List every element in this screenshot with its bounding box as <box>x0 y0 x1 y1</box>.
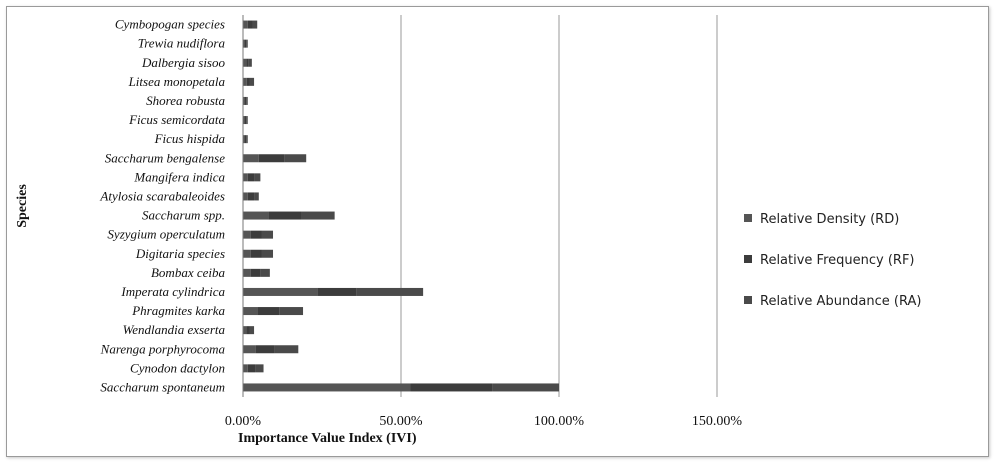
x-tick-label: 50.00% <box>379 414 423 429</box>
bar-segment <box>243 326 247 335</box>
bar-segment <box>254 192 259 201</box>
category-label: Cynodon dactylon <box>130 360 225 375</box>
bar-segment <box>255 364 264 373</box>
bar-segment <box>243 154 259 163</box>
category-label: Phragmites karka <box>131 303 225 318</box>
bar-segment <box>243 20 248 29</box>
category-label: Saccharum spp. <box>142 208 225 223</box>
bar-segment <box>243 287 318 296</box>
bar-segment <box>246 326 250 335</box>
bar-segment <box>249 77 255 86</box>
legend-label: Relative Density (RD) <box>760 212 899 227</box>
bar-segment <box>250 249 262 258</box>
bar-segment <box>301 211 335 220</box>
x-tick-labels: 0.00% 50.00% 100.00% 150.00% <box>225 414 743 429</box>
bar-segment <box>243 364 248 373</box>
category-label: Digitaria species <box>135 246 225 261</box>
category-label: Saccharum bengalense <box>105 150 225 165</box>
bar-segment <box>250 230 262 239</box>
bar-segment <box>247 173 255 182</box>
category-label: Syzygium operculatum <box>107 227 225 242</box>
bar-segment <box>257 307 280 316</box>
category-label: Cymbopogan species <box>115 17 225 32</box>
bar-segment <box>243 383 411 392</box>
bar-segment <box>244 135 247 144</box>
category-label: Litsea monopetala <box>128 74 226 89</box>
bar-segment <box>254 173 261 182</box>
bar-segment <box>248 58 252 67</box>
bar-segment <box>261 249 274 258</box>
bar-segment <box>243 345 256 354</box>
bar-segment <box>492 383 559 392</box>
bar-segment <box>244 96 247 105</box>
category-label: Shorea robusta <box>146 93 225 108</box>
bar-segment <box>247 20 253 29</box>
bar-segment <box>261 230 274 239</box>
category-label: Ficus semicordata <box>128 112 225 127</box>
bars <box>243 20 559 392</box>
bar-segment <box>317 287 357 296</box>
bar-segment <box>243 211 269 220</box>
category-label: Bombax ceiba <box>151 265 226 280</box>
bar-segment <box>243 249 251 258</box>
legend-swatch <box>744 255 752 263</box>
bar-segment <box>279 307 304 316</box>
category-label: Mangifera indica <box>133 169 225 184</box>
bar-segment <box>243 77 247 86</box>
bar-segment <box>246 116 248 125</box>
legend-swatch <box>744 296 752 304</box>
bar-segment <box>246 39 248 48</box>
bar-segment <box>410 383 493 392</box>
bar-segment <box>243 173 248 182</box>
bar-segment <box>246 58 249 67</box>
legend: Relative Density (RD) Relative Frequency … <box>744 212 921 309</box>
bar-segment <box>243 39 245 48</box>
bar-segment <box>243 230 251 239</box>
y-axis-title: Species <box>15 184 30 228</box>
category-label: Dalbergia sisoo <box>141 55 225 70</box>
gridlines <box>400 15 718 397</box>
x-tick-label: 0.00% <box>225 414 262 429</box>
category-labels: Cymbopogan species Trewia nudiflora Dalber… <box>99 17 225 395</box>
bar-segment <box>250 268 261 277</box>
bar-segment <box>244 39 247 48</box>
bar-segment <box>247 192 255 201</box>
bar-segment <box>243 116 245 125</box>
legend-label: Relative Abundance (RA) <box>760 294 921 309</box>
x-tick-label: 150.00% <box>692 414 743 429</box>
bar-segment <box>244 116 247 125</box>
category-label: Saccharum spontaneum <box>100 379 225 394</box>
chart-frame <box>6 6 989 457</box>
bar-segment <box>243 268 251 277</box>
bar-segment <box>356 287 424 296</box>
bar-segment <box>258 154 285 163</box>
bar-segment <box>243 307 258 316</box>
bar-segment <box>247 364 256 373</box>
bar-segment <box>260 268 270 277</box>
bar-segment <box>274 345 299 354</box>
bar-segment <box>246 135 248 144</box>
bar-segment <box>255 345 275 354</box>
bar-segment <box>246 77 250 86</box>
category-label: Ficus hispida <box>154 131 226 146</box>
category-label: Atylosia scarabaleoides <box>99 188 225 203</box>
legend-label: Relative Frequency (RF) <box>760 253 915 268</box>
bar-segment <box>246 96 248 105</box>
category-label: Imperata cylindrica <box>120 284 225 299</box>
legend-swatch <box>744 214 752 222</box>
bar-segment <box>243 135 245 144</box>
category-label: Wendlandia exserta <box>123 322 226 337</box>
bar-segment <box>243 58 247 67</box>
bar-segment <box>268 211 302 220</box>
category-label: Narenga porphyrocoma <box>100 341 226 356</box>
bar-segment <box>284 154 307 163</box>
bar-segment <box>243 96 245 105</box>
x-tick-label: 100.00% <box>534 414 585 429</box>
bar-segment <box>249 326 255 335</box>
bar-segment <box>252 20 258 29</box>
x-axis-title: Importance Value Index (IVI) <box>238 431 417 446</box>
category-label: Trewia nudiflora <box>138 36 226 51</box>
bar-segment <box>243 192 248 201</box>
